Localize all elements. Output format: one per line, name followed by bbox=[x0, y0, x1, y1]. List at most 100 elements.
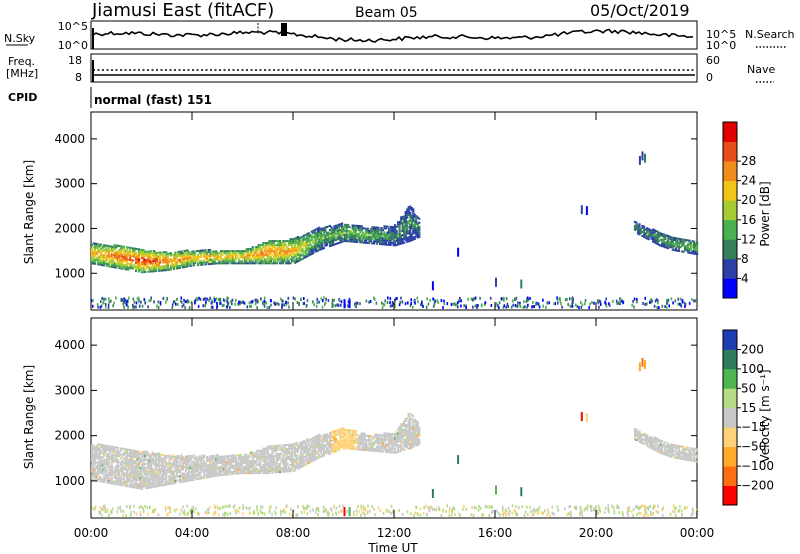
echo-cell bbox=[333, 436, 336, 439]
echo-cell bbox=[145, 452, 148, 455]
echo-cell bbox=[328, 241, 332, 244]
echo-cell bbox=[210, 252, 213, 255]
echo-cell bbox=[110, 449, 113, 452]
echo-cell bbox=[365, 447, 368, 450]
echo-cell bbox=[307, 443, 310, 446]
echo-cell bbox=[147, 486, 150, 489]
echo-cell bbox=[342, 427, 345, 430]
echo-cell bbox=[251, 455, 254, 458]
echo-cell bbox=[375, 450, 378, 453]
echo-cell bbox=[101, 470, 104, 473]
echo-cell bbox=[324, 234, 327, 237]
echo-cell bbox=[131, 463, 135, 466]
echo-cell bbox=[265, 248, 268, 251]
echo-cell bbox=[688, 249, 691, 252]
echo-cell bbox=[210, 467, 213, 470]
echo-cell bbox=[300, 250, 303, 253]
near-range-echo bbox=[505, 305, 507, 309]
echo-cell bbox=[194, 464, 197, 467]
echo-cell bbox=[333, 227, 336, 230]
echo-cell bbox=[679, 242, 682, 245]
echo-cell bbox=[269, 260, 272, 263]
echo-cell bbox=[138, 256, 141, 259]
echo-cell bbox=[377, 226, 380, 229]
echo-cell bbox=[281, 254, 285, 257]
echo-cell bbox=[353, 232, 356, 235]
echo-cell bbox=[148, 482, 151, 485]
echo-cell bbox=[403, 432, 406, 435]
echo-cell bbox=[215, 250, 218, 253]
echo-cell bbox=[380, 229, 383, 232]
near-range-echo bbox=[219, 301, 222, 305]
echo-cell bbox=[144, 450, 147, 453]
echo-cell bbox=[280, 244, 283, 247]
echo-cell bbox=[295, 252, 298, 255]
echo-cell bbox=[283, 448, 286, 451]
near-range-echo bbox=[598, 305, 600, 309]
near-range-echo bbox=[250, 300, 252, 304]
echo-cell bbox=[97, 473, 100, 476]
echo-cell bbox=[336, 429, 339, 432]
near-range-echo bbox=[571, 304, 574, 308]
near-range-echo bbox=[181, 304, 184, 308]
echo-cell bbox=[283, 450, 286, 453]
echo-cell bbox=[209, 259, 212, 261]
echo-cell bbox=[389, 435, 392, 437]
echo-cell bbox=[300, 466, 303, 468]
echo-cell bbox=[150, 266, 153, 269]
echo-cell bbox=[292, 258, 295, 261]
echo-cell bbox=[95, 251, 98, 253]
echo-cell bbox=[686, 247, 690, 250]
echo-cell bbox=[278, 444, 282, 447]
echo-cell bbox=[313, 450, 316, 453]
echo-cell bbox=[365, 443, 368, 445]
echo-cell bbox=[166, 469, 169, 472]
echo-cell bbox=[192, 462, 195, 465]
echo-cell bbox=[410, 235, 413, 238]
echo-cell bbox=[200, 457, 203, 459]
echo-cell bbox=[160, 458, 163, 460]
echo-cell bbox=[125, 452, 128, 455]
echo-cell bbox=[274, 260, 277, 263]
echo-cell bbox=[375, 240, 378, 243]
echo-cell bbox=[115, 466, 118, 469]
echo-cell bbox=[139, 471, 142, 474]
y-tick-label: 1000 bbox=[54, 266, 85, 280]
echo-cell bbox=[98, 453, 101, 456]
echo-cell bbox=[147, 480, 150, 483]
echo-cell bbox=[300, 453, 303, 456]
echo-cell bbox=[353, 230, 356, 233]
echo-cell bbox=[309, 235, 312, 238]
echo-cell bbox=[281, 448, 285, 451]
echo-cell bbox=[130, 247, 133, 250]
echo-cell bbox=[163, 257, 166, 260]
echo-cell bbox=[409, 430, 412, 433]
echo-cell bbox=[104, 256, 107, 259]
echo-cell bbox=[136, 466, 139, 469]
echo-cell bbox=[671, 240, 674, 243]
echo-cell bbox=[300, 443, 303, 446]
echo-cell bbox=[133, 486, 136, 489]
near-range-echo bbox=[274, 302, 276, 306]
echo-cell bbox=[110, 265, 113, 268]
echo-cell bbox=[407, 413, 410, 415]
echo-cell bbox=[306, 235, 309, 238]
echo-cell bbox=[186, 257, 189, 260]
echo-cell bbox=[160, 265, 163, 268]
echo-cell bbox=[212, 260, 215, 263]
echo-cell bbox=[141, 467, 144, 470]
echo-cell bbox=[141, 251, 144, 253]
echo-cell bbox=[337, 241, 341, 244]
echo-cell bbox=[380, 450, 383, 453]
near-range-echo bbox=[398, 303, 401, 307]
echo-cell bbox=[165, 265, 168, 268]
echo-cell bbox=[153, 266, 156, 269]
echo-cell bbox=[194, 258, 197, 261]
echo-cell bbox=[231, 256, 235, 259]
echo-cell bbox=[383, 235, 386, 238]
echo-cell bbox=[103, 448, 106, 451]
echo-cell bbox=[342, 441, 345, 444]
echo-cell bbox=[194, 458, 197, 461]
echo-cell bbox=[322, 231, 325, 234]
echo-cell bbox=[265, 252, 268, 255]
